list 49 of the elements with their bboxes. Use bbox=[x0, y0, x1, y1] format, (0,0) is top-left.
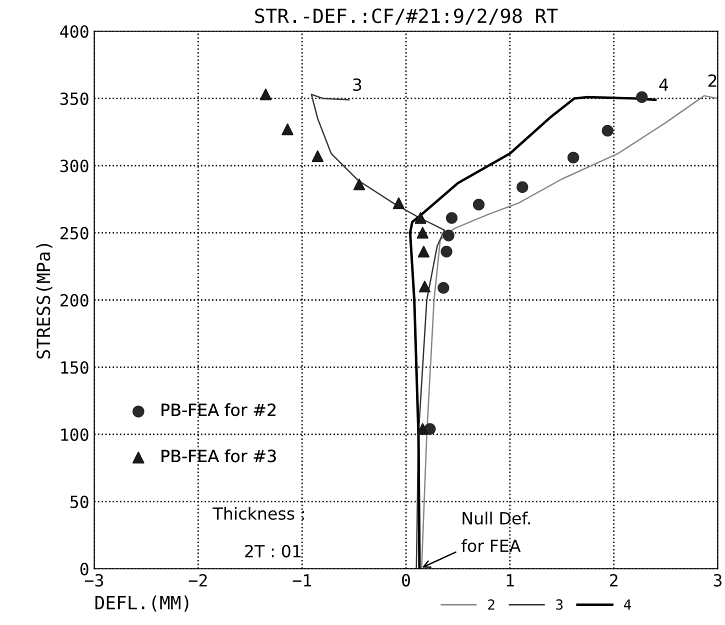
point bbox=[440, 246, 452, 258]
x-tick-label: 0 bbox=[402, 574, 410, 587]
point bbox=[567, 152, 580, 164]
y-tick-label: 150 bbox=[61, 361, 88, 374]
point bbox=[418, 280, 431, 292]
point bbox=[416, 423, 428, 435]
legend-label: 4 bbox=[624, 599, 632, 610]
x-tick-label: −3 bbox=[84, 574, 104, 587]
x-tick-label: 2 bbox=[610, 574, 618, 586]
y-tick-label: 400 bbox=[60, 25, 88, 38]
point bbox=[392, 197, 405, 210]
legend-label: PB-FEA for #3 bbox=[162, 449, 276, 462]
annotation: 4 bbox=[659, 78, 668, 91]
x-tick-label: −1 bbox=[292, 574, 311, 586]
point bbox=[353, 178, 366, 190]
point bbox=[438, 282, 450, 294]
x-tick-label: 1 bbox=[506, 574, 514, 586]
point bbox=[446, 212, 458, 224]
point bbox=[282, 124, 294, 136]
point bbox=[602, 124, 614, 137]
legend-label: 2 bbox=[488, 599, 494, 610]
annotation: 3 bbox=[353, 78, 362, 91]
chart-title: STR.-DEF.:CF/#21:9/2/98 RT bbox=[255, 8, 558, 25]
x-tick-label: −2 bbox=[188, 574, 207, 586]
y-tick-label: 250 bbox=[60, 226, 88, 240]
y-tick-label: 0 bbox=[80, 562, 88, 576]
annotation: 2T : 01 bbox=[245, 544, 301, 558]
y-tick-label: 100 bbox=[61, 428, 88, 441]
point bbox=[416, 226, 428, 239]
point bbox=[260, 88, 272, 100]
annotation: Thickness : bbox=[212, 506, 304, 520]
point bbox=[312, 150, 324, 162]
annotation: Null Def. for FEA bbox=[461, 512, 530, 552]
y-axis-title: STRESS(MPa) bbox=[36, 244, 52, 359]
y-tick-label: 300 bbox=[60, 160, 88, 172]
point bbox=[472, 198, 485, 210]
point bbox=[516, 181, 528, 193]
y-tick-label: 50 bbox=[70, 496, 88, 508]
x-tick-label: 3 bbox=[714, 574, 722, 587]
annotation: 2 bbox=[708, 74, 716, 87]
point bbox=[442, 230, 454, 242]
y-tick-label: 350 bbox=[60, 92, 88, 106]
y-tick-label: 200 bbox=[60, 294, 88, 307]
point bbox=[418, 246, 430, 258]
legend-label: PB-FEA for #2 bbox=[162, 403, 276, 416]
legend-label: 3 bbox=[556, 599, 563, 610]
point bbox=[414, 212, 426, 224]
point bbox=[636, 91, 648, 103]
x-axis-title: DEFL.(MM) bbox=[95, 596, 188, 612]
